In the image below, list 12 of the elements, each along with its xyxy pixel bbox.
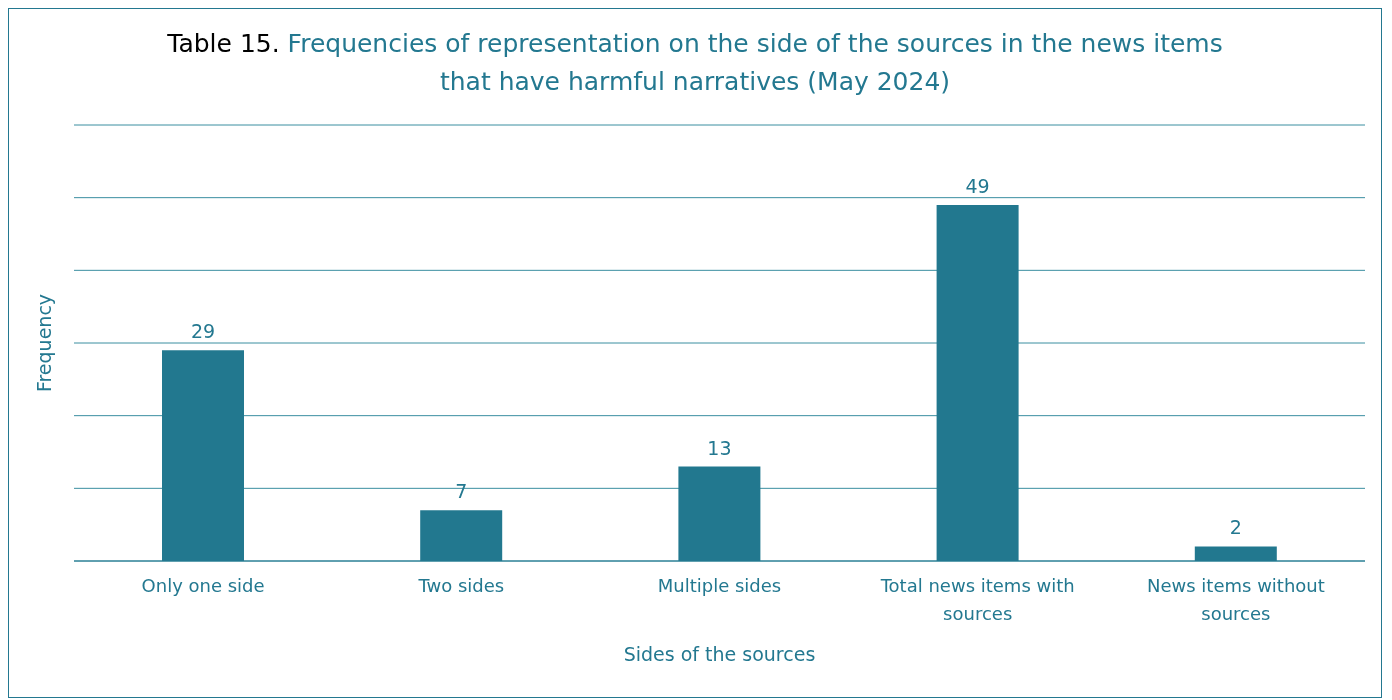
x-tick-label: Only one side (141, 574, 265, 596)
x-tick-label: News items without sources (1147, 574, 1325, 624)
y-axis-title: Frequency (32, 293, 55, 393)
x-tick-label: Two sides (417, 574, 505, 596)
x-tick-label: Total news items with sources (879, 574, 1075, 624)
data-label: 29 (190, 320, 216, 343)
chart-title: Table 15. Frequencies of representation on the side of the sources in the news items that have harmful narratives (May 2024) (167, 29, 1223, 96)
data-label: 49 (965, 174, 990, 197)
x-axis-title: Sides of the sources (623, 643, 816, 665)
data-label: 2 (1229, 516, 1242, 539)
data-label: 13 (707, 436, 732, 459)
x-tick-label: Multiple sides (657, 574, 782, 596)
